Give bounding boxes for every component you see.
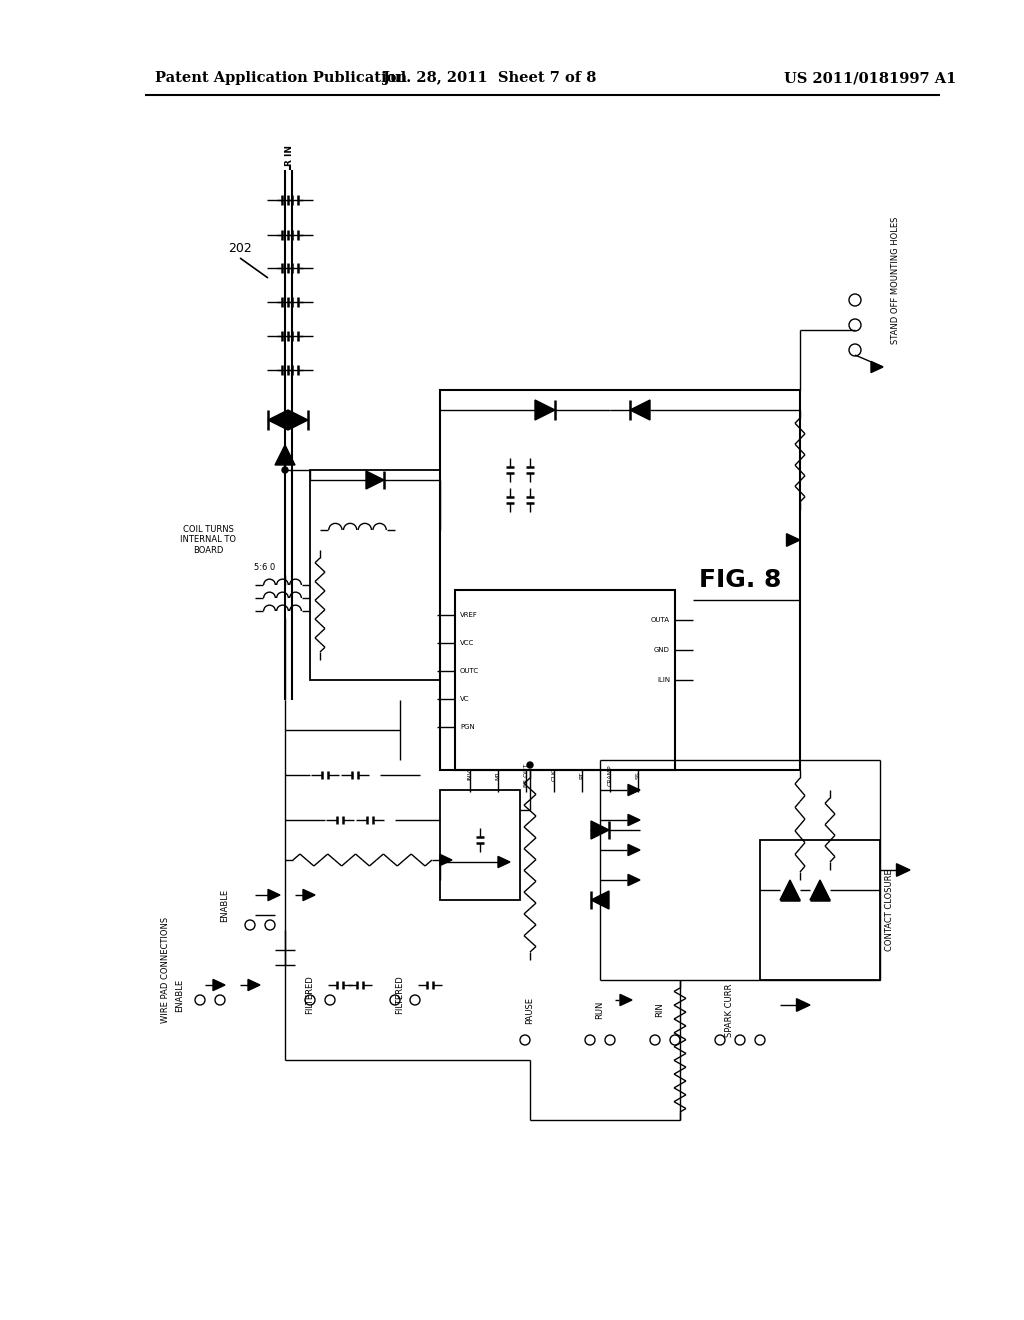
Text: RUN: RUN xyxy=(596,1001,604,1019)
Polygon shape xyxy=(871,362,883,372)
Text: PAUSE: PAUSE xyxy=(525,997,535,1023)
Text: R IN: R IN xyxy=(286,144,295,165)
Polygon shape xyxy=(620,994,632,1006)
Text: INV: INV xyxy=(468,770,472,780)
Bar xyxy=(760,840,880,979)
Polygon shape xyxy=(268,890,280,900)
Text: OUTA: OUTA xyxy=(651,616,670,623)
Circle shape xyxy=(527,762,534,768)
Polygon shape xyxy=(303,890,315,900)
Polygon shape xyxy=(213,979,225,990)
Text: 202: 202 xyxy=(228,242,252,255)
Polygon shape xyxy=(797,999,810,1011)
Text: ILIN: ILIN xyxy=(656,677,670,682)
Text: ENABLE: ENABLE xyxy=(220,888,229,921)
Polygon shape xyxy=(630,400,650,420)
Polygon shape xyxy=(268,411,288,430)
Text: COIL TURNS
INTERNAL TO
BOARD: COIL TURNS INTERNAL TO BOARD xyxy=(180,525,236,554)
Text: GND: GND xyxy=(654,647,670,653)
Text: Patent Application Publication: Patent Application Publication xyxy=(155,71,407,84)
Polygon shape xyxy=(628,814,640,825)
Polygon shape xyxy=(591,821,609,840)
Text: US 2011/0181997 A1: US 2011/0181997 A1 xyxy=(783,71,956,84)
Text: Jul. 28, 2011  Sheet 7 of 8: Jul. 28, 2011 Sheet 7 of 8 xyxy=(383,71,597,84)
Text: CONTACT CLOSURE: CONTACT CLOSURE xyxy=(886,869,895,950)
Text: VC: VC xyxy=(460,696,469,702)
Polygon shape xyxy=(810,880,830,900)
Bar xyxy=(440,389,800,770)
Polygon shape xyxy=(366,471,384,488)
Text: SPARK CURR: SPARK CURR xyxy=(725,983,734,1036)
Text: CRAMP: CRAMP xyxy=(607,764,612,785)
Circle shape xyxy=(282,467,288,473)
Text: ER OUT: ER OUT xyxy=(523,763,528,787)
Bar xyxy=(440,789,520,900)
Text: VREF: VREF xyxy=(460,612,478,618)
Text: PGN: PGN xyxy=(460,723,475,730)
Text: ENABLE: ENABLE xyxy=(175,978,184,1011)
Text: FIG. 8: FIG. 8 xyxy=(698,568,781,591)
Text: 5:6 0: 5:6 0 xyxy=(254,564,275,573)
Polygon shape xyxy=(780,880,800,900)
Bar xyxy=(310,470,440,680)
Text: OUTC: OUTC xyxy=(460,668,479,675)
Polygon shape xyxy=(591,891,609,909)
Polygon shape xyxy=(896,863,910,876)
Polygon shape xyxy=(628,784,640,796)
Polygon shape xyxy=(786,533,800,546)
Polygon shape xyxy=(275,445,295,465)
Text: FILTERED: FILTERED xyxy=(305,975,314,1014)
Text: STAND OFF MOUNTING HOLES: STAND OFF MOUNTING HOLES xyxy=(891,216,899,343)
Text: M1: M1 xyxy=(496,771,501,780)
Text: FILTERED: FILTERED xyxy=(395,975,404,1014)
Polygon shape xyxy=(498,857,510,867)
Text: CLK: CLK xyxy=(552,770,556,781)
Polygon shape xyxy=(248,979,260,990)
Polygon shape xyxy=(288,411,308,430)
Polygon shape xyxy=(535,400,555,420)
Text: RT: RT xyxy=(580,771,585,779)
Text: WIRE PAD CONNECTIONS: WIRE PAD CONNECTIONS xyxy=(161,917,170,1023)
Text: RIN: RIN xyxy=(655,1003,665,1018)
Text: SS: SS xyxy=(636,771,640,779)
Polygon shape xyxy=(628,845,640,855)
Text: VCC: VCC xyxy=(460,640,474,645)
Bar xyxy=(455,590,675,770)
Polygon shape xyxy=(440,854,452,866)
Polygon shape xyxy=(628,874,640,886)
